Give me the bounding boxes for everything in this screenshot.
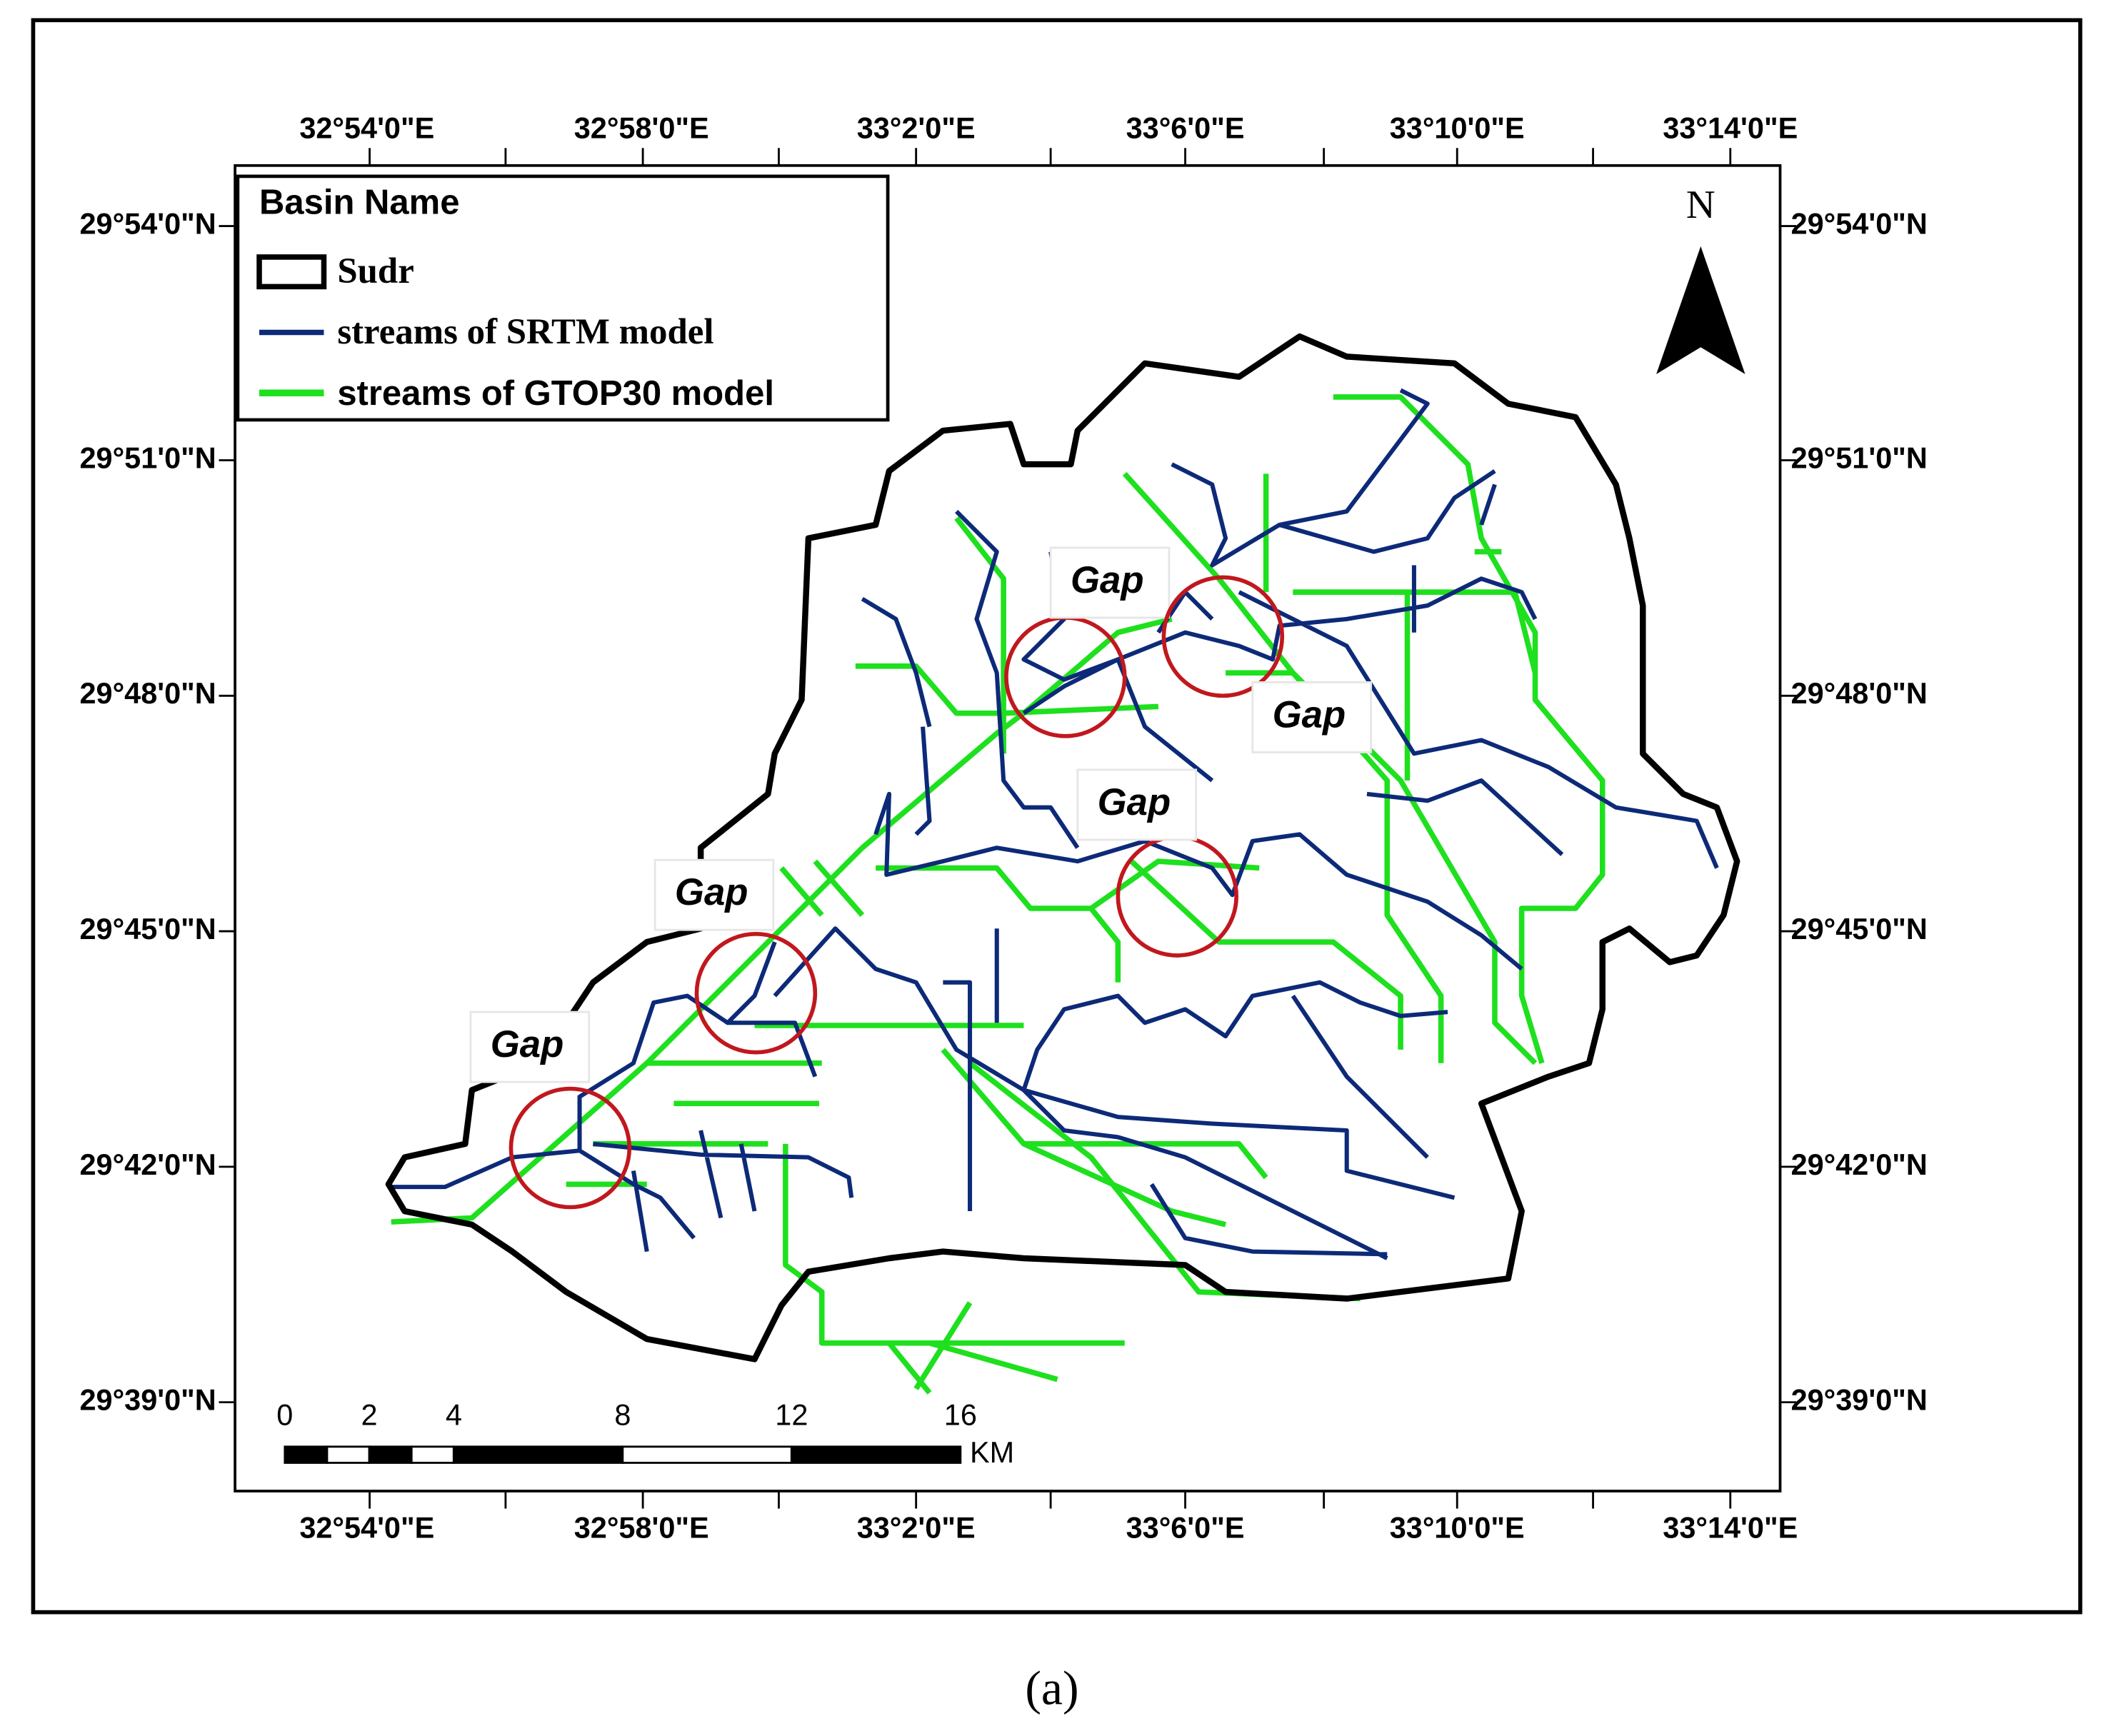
scale-segment — [452, 1445, 624, 1464]
gap-label-box — [653, 858, 775, 931]
lat-label: 29°48'0"N — [79, 676, 216, 710]
scale-tick-label: 0 — [276, 1398, 293, 1431]
gap-label: Gap — [1071, 559, 1144, 601]
scale-segment — [284, 1445, 329, 1464]
scale-tick-label: 16 — [944, 1398, 977, 1431]
scale-tick-label: 8 — [614, 1398, 631, 1431]
north-label: N — [1686, 183, 1715, 227]
lat-label: 29°45'0"N — [1791, 912, 1928, 945]
lon-label: 32°58'0"E — [574, 1511, 709, 1545]
lon-label: 33°2'0"E — [857, 1511, 976, 1545]
scale-tick-label: 12 — [775, 1398, 808, 1431]
scale-segment — [790, 1445, 962, 1464]
lon-label: 32°54'0"E — [299, 1511, 434, 1545]
legend-label: streams of GTOP30 model — [337, 374, 774, 413]
lat-label: 29°51'0"N — [79, 441, 216, 474]
legend-swatch — [256, 254, 327, 290]
lat-label: 29°54'0"N — [1791, 207, 1928, 241]
lon-label: 32°58'0"E — [574, 111, 709, 145]
scale-segment — [410, 1445, 455, 1464]
north-arrow: N — [1656, 183, 1745, 374]
gap-markers: Gap Gap Gap Gap Gap — [469, 546, 1373, 1210]
gap-circle — [694, 932, 818, 1055]
scale-segment — [621, 1445, 793, 1464]
gap-label: Gap — [491, 1023, 564, 1065]
lat-label: 29°51'0"N — [1791, 441, 1928, 474]
lon-label: 33°10'0"E — [1390, 1511, 1525, 1545]
lat-label: 29°39'0"N — [1791, 1383, 1928, 1417]
lon-label: 32°54'0"E — [299, 111, 434, 145]
lon-label: 33°6'0"E — [1126, 111, 1245, 145]
scale-tick-label: 2 — [361, 1398, 378, 1431]
gap-circle — [509, 1086, 632, 1210]
north-arrow-shape — [1656, 246, 1745, 374]
lat-label: 29°54'0"N — [79, 207, 216, 241]
streams — [388, 388, 1719, 1395]
legend-label: streams of SRTM model — [337, 312, 713, 352]
scale-segment — [326, 1445, 371, 1464]
legend-title: Basin Name — [259, 183, 459, 221]
legend-box — [236, 174, 890, 422]
gap-label-box — [1076, 768, 1198, 841]
lon-label: 33°14'0"E — [1663, 111, 1798, 145]
legend-label: Sudr — [337, 251, 414, 291]
srtm-streams — [388, 388, 1719, 1260]
gap-label-box — [1251, 681, 1373, 753]
scale-tick-label: 4 — [446, 1398, 462, 1431]
scale-segment — [368, 1445, 413, 1464]
gap-label: Gap — [1273, 693, 1346, 736]
lat-label: 29°45'0"N — [79, 912, 216, 945]
gap-label-box — [469, 1010, 591, 1083]
lon-label: 33°10'0"E — [1390, 111, 1525, 145]
gap-circle — [1161, 575, 1285, 698]
lon-label: 33°2'0"E — [857, 111, 976, 145]
basin-outline — [385, 333, 1740, 1363]
gap-label: Gap — [675, 871, 748, 913]
gap-label: Gap — [1098, 781, 1171, 823]
scale-bar: 0 2 4 8 12 16 KM — [276, 1398, 1014, 1469]
caption: (a) — [1025, 1661, 1078, 1715]
lat-label: 29°42'0"N — [79, 1148, 216, 1181]
lon-label: 33°14'0"E — [1663, 1511, 1798, 1545]
lat-label: 29°39'0"N — [79, 1383, 216, 1417]
lat-label: 29°48'0"N — [1791, 676, 1928, 710]
legend: Basin Name Sudr streams of SRTM model st… — [236, 174, 890, 422]
scale-unit: KM — [970, 1435, 1014, 1469]
lon-label: 33°6'0"E — [1126, 1511, 1245, 1545]
gap-label-box — [1049, 546, 1171, 619]
lat-label: 29°42'0"N — [1791, 1148, 1928, 1181]
